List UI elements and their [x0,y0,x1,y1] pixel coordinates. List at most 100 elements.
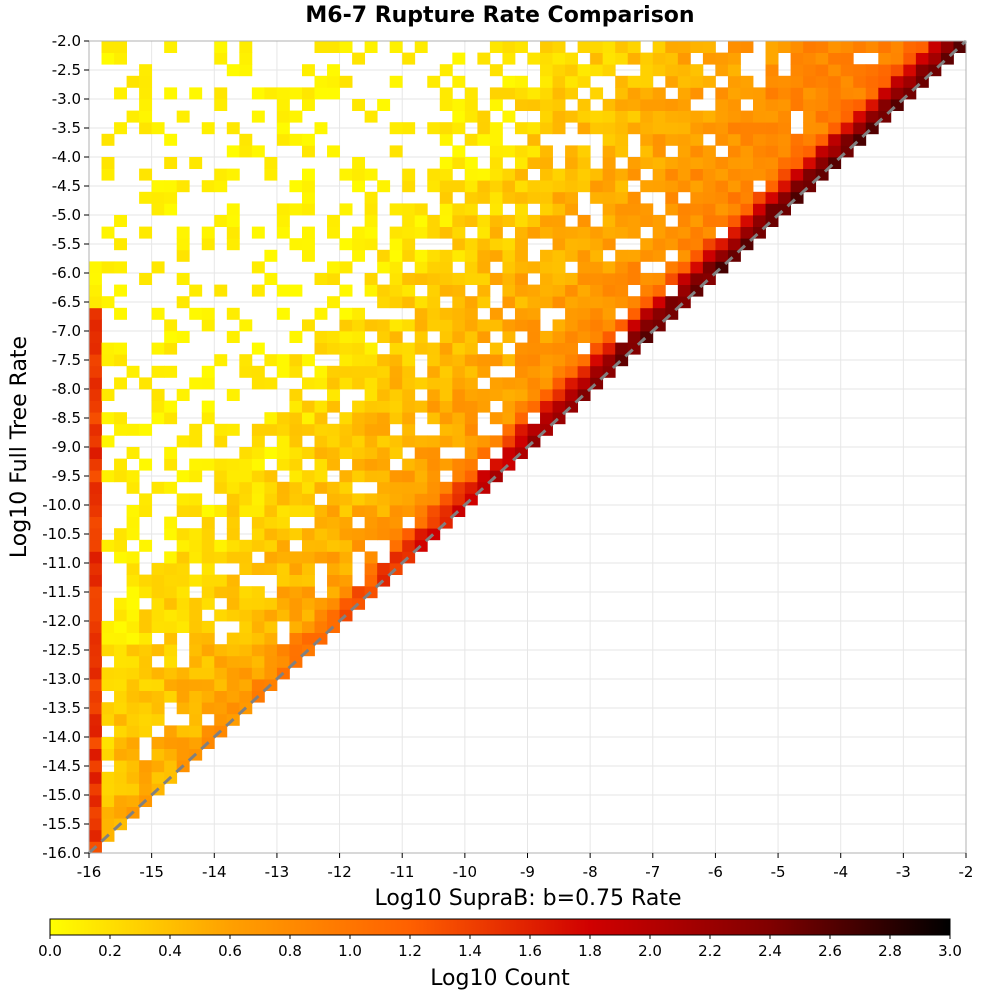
heatmap-cell [765,122,779,135]
heatmap-cell [577,238,591,251]
heatmap-cell [778,168,791,181]
heatmap-cell [565,145,579,158]
heatmap-cell [201,180,215,193]
heatmap-cell [514,354,528,367]
heatmap-cell [439,377,453,390]
heatmap-cell [251,377,265,390]
heatmap-cell [151,574,165,587]
heatmap-cell [114,609,127,622]
heatmap-cell [715,110,729,123]
heatmap-cell [276,505,290,517]
heatmap-cell [314,621,328,633]
heatmap-cell [753,203,766,216]
heatmap-cell [489,377,503,390]
heatmap-cell [627,226,641,239]
heatmap-cell [276,284,290,297]
heatmap-cell [489,191,503,204]
heatmap-cell [502,273,516,285]
heatmap-cell [276,551,290,564]
heatmap-cell [590,238,604,251]
heatmap-cell [477,180,491,193]
heatmap-cell [314,597,328,610]
heatmap-cell [151,621,165,633]
heatmap-cell [226,667,240,680]
heatmap-cell [577,319,591,332]
heatmap-cell [427,400,441,413]
heatmap-cell [327,609,340,622]
heatmap-cell [402,493,416,506]
heatmap-cell [439,435,453,448]
heatmap-cell [452,238,466,251]
heatmap-cell [940,41,954,53]
heatmap-cell [214,470,228,483]
heatmap-cell [640,75,654,88]
heatmap-cell [477,470,491,483]
heatmap-cell [602,99,616,111]
heatmap-cell [702,226,716,239]
heatmap-cell [552,284,566,297]
heatmap-cell [565,52,579,65]
heatmap-cell [477,435,491,448]
heatmap-cell [301,377,315,390]
heatmap-cell [276,655,290,668]
heatmap-cell [690,64,704,77]
heatmap-cell [527,122,541,135]
heatmap-cell [615,273,629,285]
heatmap-cell [452,389,466,401]
heatmap-cell [565,284,579,297]
heatmap-cell [765,203,779,216]
heatmap-cell [552,331,566,343]
heatmap-cell [502,319,516,332]
heatmap-cell [352,400,366,413]
heatmap-cell [377,528,391,541]
heatmap-cell [352,423,366,436]
heatmap-cell [89,354,102,367]
heatmap-cell [389,284,403,297]
heatmap-cell [276,133,290,146]
heatmap-cell [114,806,127,819]
heatmap-cell [414,319,428,332]
heatmap-cell [251,110,265,123]
heatmap-cell [489,342,503,355]
y-tick-label: -7.0 [52,322,81,340]
heatmap-cell [126,75,140,88]
heatmap-cell [577,296,591,309]
heatmap-cell [665,110,679,123]
heatmap-cell [314,539,328,552]
heatmap-cell [514,307,528,320]
heatmap-cell [627,157,641,169]
heatmap-cell [314,528,328,541]
heatmap-cell [176,748,190,761]
heatmap-cell [201,644,215,657]
heatmap-cell [527,145,541,158]
heatmap-cell [264,644,278,657]
heatmap-cell [477,400,491,413]
heatmap-cell [552,122,566,135]
heatmap-cell [514,389,528,401]
heatmap-cell [477,273,491,285]
heatmap-cell [665,203,679,216]
heatmap-cell [239,365,253,378]
heatmap-cell [226,528,240,541]
heatmap-cell [677,249,691,262]
heatmap-cell [427,226,441,239]
heatmap-cell [239,539,253,552]
heatmap-cell [514,87,528,100]
heatmap-cell [114,238,127,251]
heatmap-cell [164,586,178,599]
heatmap-cell [652,157,666,169]
heatmap-cell [377,354,391,367]
heatmap-cell [828,99,842,111]
heatmap-cell [439,249,453,262]
heatmap-cell [715,64,729,77]
heatmap-cell [740,168,754,181]
heatmap-cell [414,400,428,413]
heatmap-cell [201,365,215,378]
heatmap-cell [602,203,616,216]
heatmap-cell [439,481,453,494]
heatmap-cell [289,632,303,645]
colorbar-tick-label: 3.0 [938,942,962,960]
heatmap-cell [327,458,340,471]
heatmap-cell [527,215,541,227]
heatmap-cell [677,52,691,65]
